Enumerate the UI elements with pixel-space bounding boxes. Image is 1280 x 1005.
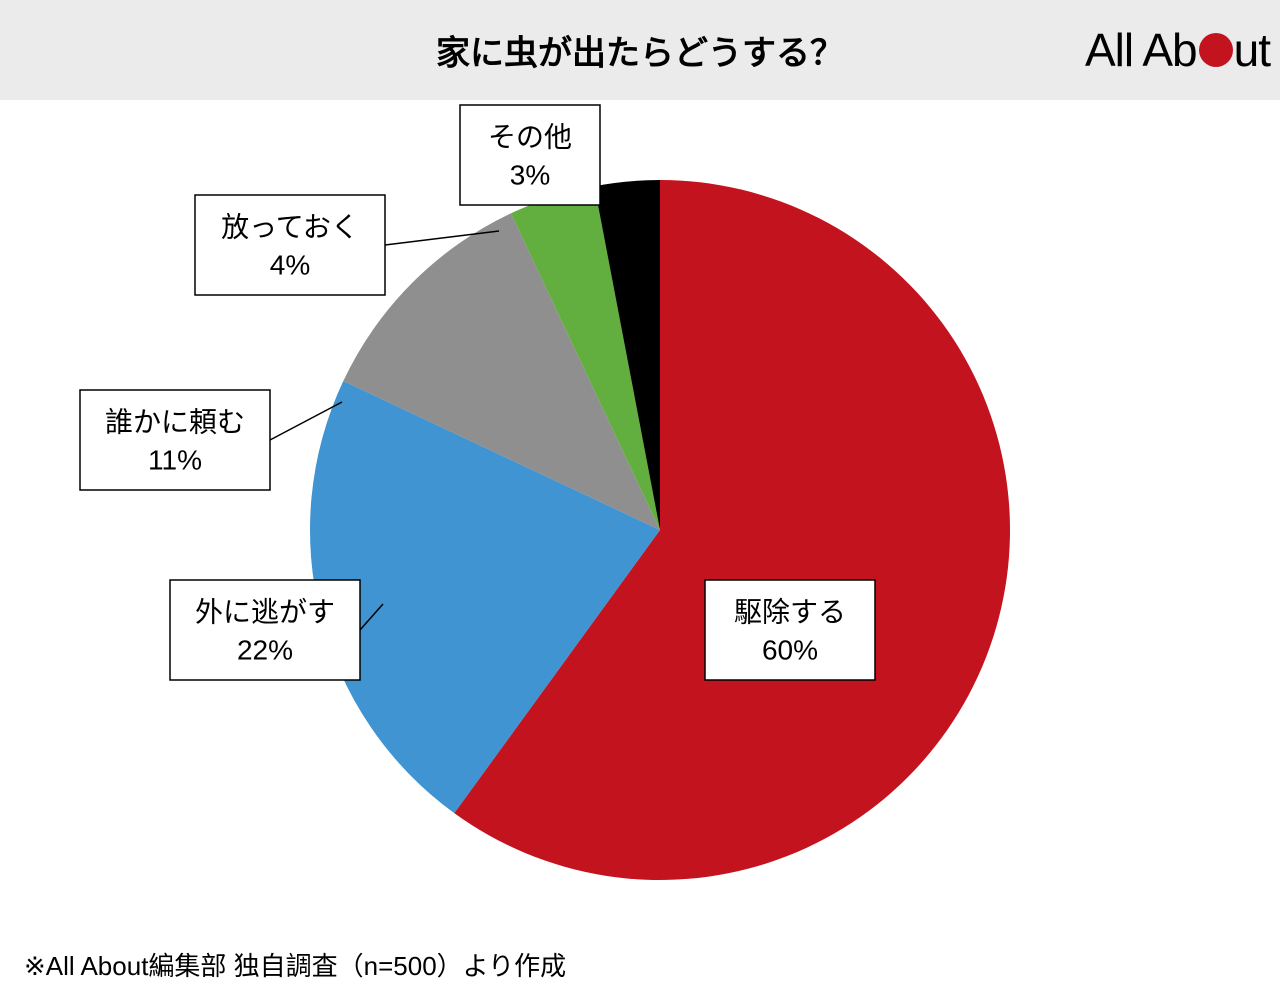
- slice-value: 60%: [762, 634, 818, 665]
- brand-suffix: ut: [1234, 23, 1270, 77]
- slice-label: 外に逃がす: [195, 596, 335, 627]
- slice-label: 駆除する: [734, 596, 846, 627]
- footnote: ※All About編集部 独自調査（n=500）より作成: [24, 946, 566, 983]
- slice-label: その他: [488, 121, 572, 152]
- pie-chart: 駆除する 60% 外に逃がす 22% 誰かに頼む 11% 放っておく 4% その他 3%: [0, 100, 1280, 935]
- brand-dot-icon: [1199, 33, 1233, 67]
- slice-label: 誰かに頼む: [105, 406, 245, 437]
- pie-chart-svg: 駆除する 60% 外に逃がす 22% 誰かに頼む 11% 放っておく 4% その他 3%: [0, 100, 1280, 935]
- header-bar: 家に虫が出たらどうする？ All Ab ut: [0, 0, 1280, 100]
- chart-title: 家に虫が出たらどうする？: [436, 26, 844, 75]
- slice-value: 11%: [148, 444, 202, 475]
- brand-logo: All Ab ut: [1085, 23, 1270, 77]
- slice-value: 22%: [237, 634, 293, 665]
- brand-prefix: All Ab: [1085, 23, 1197, 77]
- slice-label: 放っておく: [221, 211, 359, 242]
- slice-value: 3%: [510, 159, 550, 190]
- slice-value: 4%: [270, 249, 310, 280]
